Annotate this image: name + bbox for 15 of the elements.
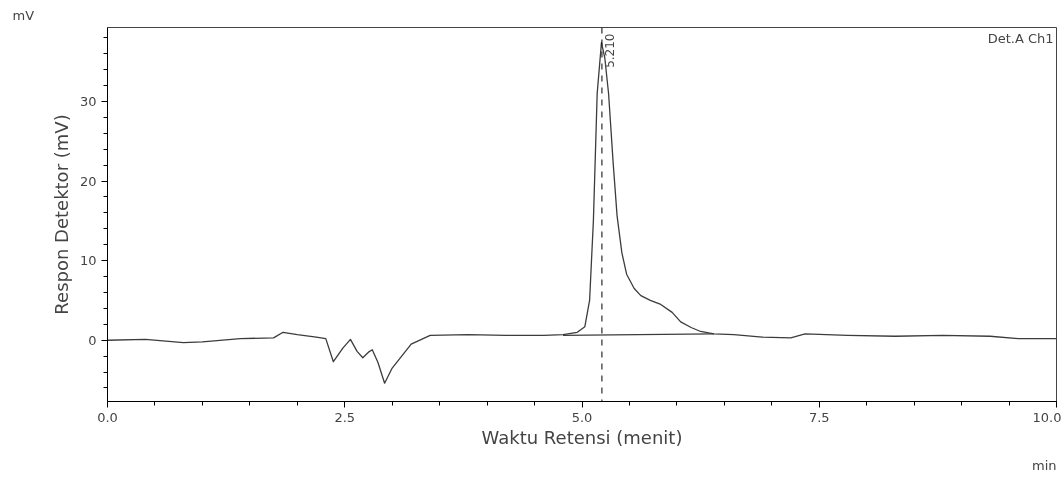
x-tick-label: 7.5 bbox=[808, 409, 830, 425]
x-tick-label: 0.0 bbox=[97, 409, 118, 425]
annotation: Det.A Ch1 bbox=[987, 30, 1054, 46]
y-tick-label: 30 bbox=[79, 94, 97, 109]
x-tick-label: 10.0 bbox=[1032, 409, 1061, 425]
y-axis-title: Respon Detektor (mV) bbox=[50, 114, 72, 315]
y-tick-label: 20 bbox=[79, 173, 97, 189]
y-tick-label: 0 bbox=[88, 332, 97, 348]
x-tick-label: 5.0 bbox=[571, 409, 593, 425]
x-tick-label: 2.5 bbox=[334, 409, 356, 425]
text: min bbox=[1031, 457, 1057, 473]
y-tick-label: 10 bbox=[79, 253, 97, 269]
text: mV bbox=[12, 7, 35, 23]
ref-line-label: 5.210 bbox=[602, 33, 617, 68]
x-axis-title: Waktu Retensi (menit) bbox=[481, 426, 683, 448]
